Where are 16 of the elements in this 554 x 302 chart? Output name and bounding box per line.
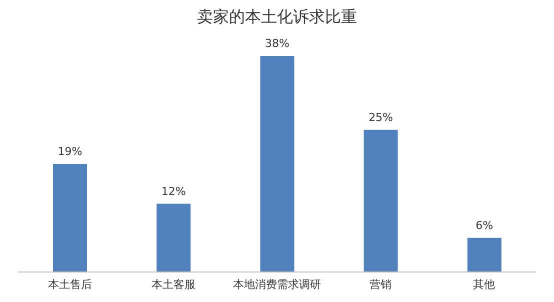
bar: [260, 56, 294, 272]
bar: [53, 164, 87, 272]
data-label: 38%: [264, 37, 290, 50]
data-label: 19%: [58, 145, 82, 158]
x-tick-label: 本地消费需求调研: [233, 278, 321, 291]
x-tick-label: 本土客服: [151, 278, 196, 291]
bar: [364, 130, 398, 272]
bar: [467, 238, 502, 272]
x-tick-label: 营销: [370, 278, 392, 291]
chart-title: 卖家的本土化诉求比重: [196, 6, 358, 28]
x-tick-label: 本土售后: [48, 278, 92, 291]
data-label: 12%: [161, 184, 186, 198]
bar: [156, 204, 191, 272]
data-label: 6%: [476, 218, 494, 232]
data-label: 25%: [368, 110, 394, 124]
x-tick-label: 其他: [473, 278, 496, 291]
